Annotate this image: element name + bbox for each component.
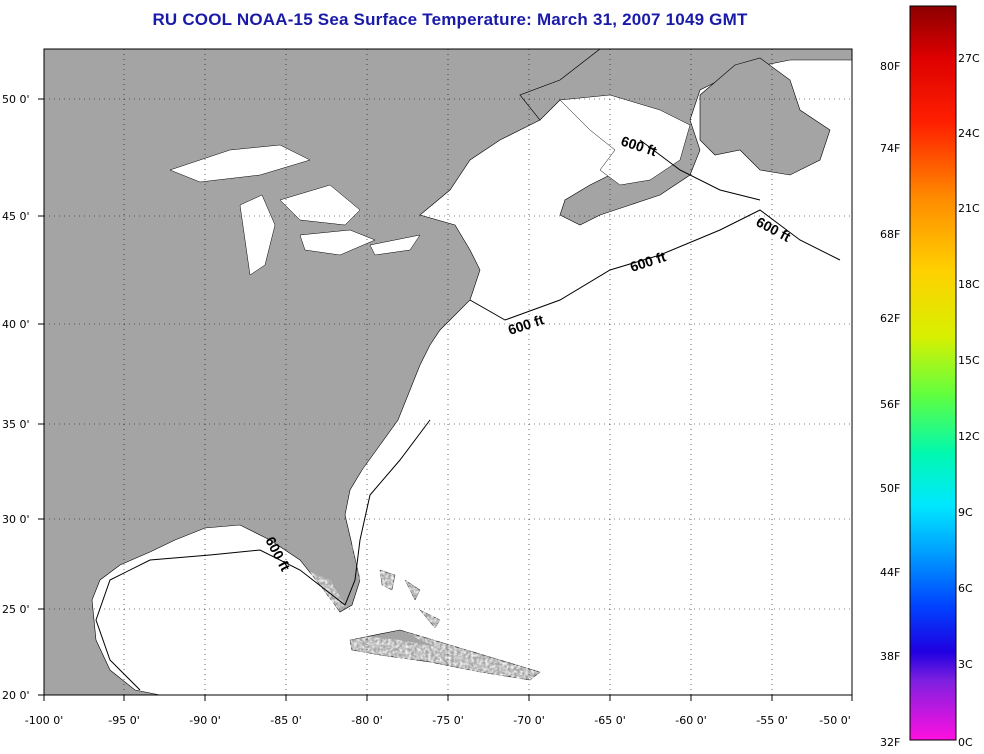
lon-label: -75 0' (432, 714, 464, 727)
lon-label: -50 0' (819, 714, 851, 727)
lon-label: -65 0' (594, 714, 626, 727)
colorbar-f-label: 38F (880, 650, 900, 663)
lat-label: 45 0' (2, 210, 30, 223)
lat-label: 35 0' (2, 418, 30, 431)
lon-label: -80 0' (351, 714, 383, 727)
colorbar-f-label: 56F (880, 398, 900, 411)
lat-label: 40 0' (2, 318, 30, 331)
lon-label: -95 0' (108, 714, 140, 727)
colorbar-f-label: 74F (880, 142, 900, 155)
colorbar-c-label: 3C (958, 658, 973, 671)
colorbar-f-label: 68F (880, 228, 900, 241)
colorbar: 80F 74F 68F 62F 56F 50F 44F 38F 32F 27C … (880, 5, 980, 749)
lat-label: 50 0' (2, 93, 30, 106)
land-north-america (44, 49, 601, 695)
colorbar-f-label: 80F (880, 60, 900, 73)
lon-label: -55 0' (756, 714, 788, 727)
lon-label: -100 0' (25, 714, 63, 727)
colorbar-c-label: 9C (958, 506, 973, 519)
great-lakes (169, 144, 421, 276)
colorbar-c-label: 24C (958, 127, 980, 140)
depth-contour-600ft (95, 139, 841, 691)
sst-swath (160, 225, 740, 690)
lon-label: -70 0' (513, 714, 545, 727)
colorbar-c-label: 18C (958, 278, 980, 291)
lat-label: 30 0' (2, 513, 30, 526)
lat-label: 20 0' (2, 689, 30, 702)
colorbar-f-label: 50F (880, 482, 900, 495)
map-title: RU COOL NOAA-15 Sea Surface Temperature:… (152, 10, 748, 29)
colorbar-c-label: 12C (958, 430, 980, 443)
colorbar-f-label: 44F (880, 566, 900, 579)
gulf-st-lawrence (559, 94, 691, 186)
colorbar-c-label: 6C (958, 582, 973, 595)
lon-label: -60 0' (675, 714, 707, 727)
lon-label: -90 0' (189, 714, 221, 727)
colorbar-c-label: 27C (958, 52, 980, 65)
colorbar-gradient (909, 5, 957, 741)
colorbar-c-label: 21C (958, 202, 980, 215)
lon-axis: -100 0' -95 0' -90 0' -85 0' -80 0' -75 … (25, 695, 853, 727)
lon-label: -85 0' (270, 714, 302, 727)
lat-axis: 50 0' 45 0' 40 0' 35 0' 30 0' 25 0' 20 0… (2, 93, 44, 702)
land-newfoundland (699, 57, 831, 176)
colorbar-f-label: 62F (880, 312, 900, 325)
colorbar-f-label: 32F (880, 736, 900, 749)
lat-label: 25 0' (2, 603, 30, 616)
colorbar-c-label: 0C (958, 736, 973, 749)
colorbar-c-label: 15C (958, 354, 980, 367)
